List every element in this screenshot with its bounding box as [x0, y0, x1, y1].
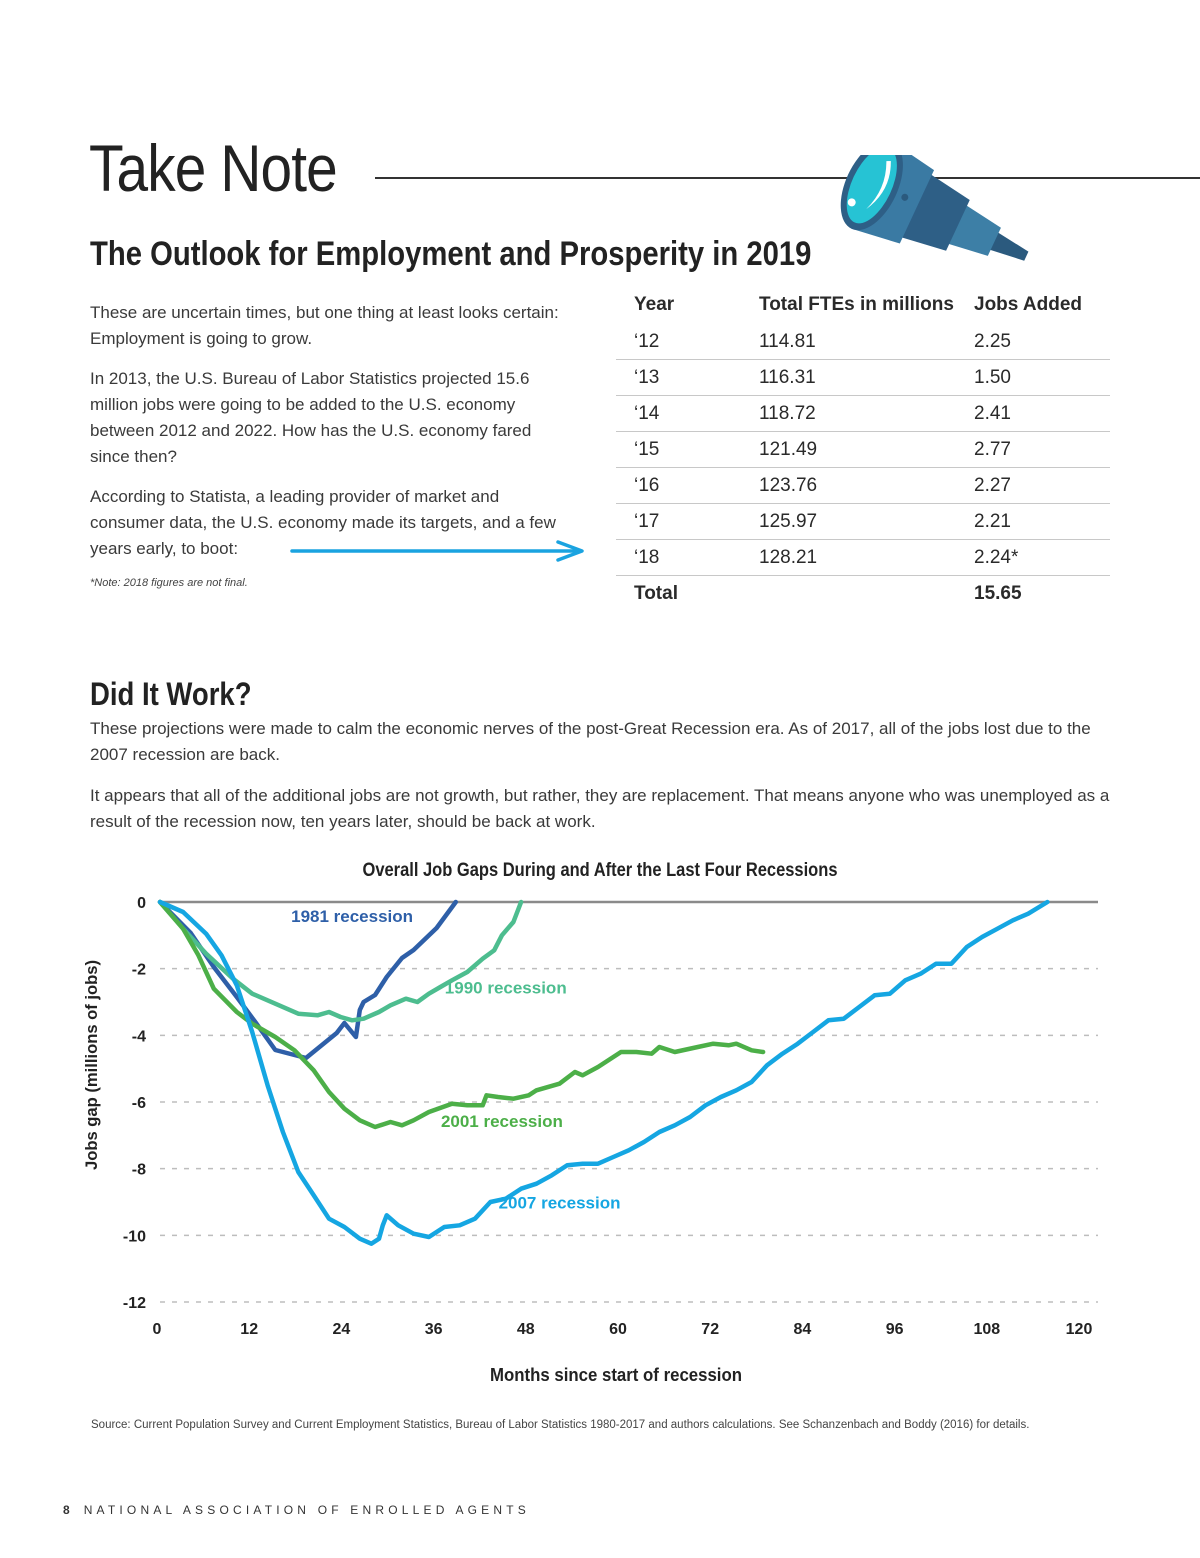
jobs-cell: 2.25	[956, 324, 1110, 360]
table-row: ‘13 116.31 1.50	[616, 359, 1110, 396]
year-cell: ‘13	[616, 359, 741, 396]
series-labels: 1981 recession 1990 recession 2001 recessi…	[291, 907, 620, 1213]
y-tick-label: -12	[123, 1295, 146, 1312]
telescope-icon	[840, 155, 1029, 261]
jobs-cell: 2.24*	[956, 539, 1110, 576]
year-cell: ‘18	[616, 539, 741, 576]
x-tick-label: 108	[973, 1321, 1000, 1338]
x-tick-label: 72	[701, 1321, 719, 1338]
series-line-2007	[157, 899, 1050, 1246]
table-row: ‘17 125.97 2.21	[616, 503, 1110, 540]
page-subtitle: The Outlook for Employment and Prosperit…	[90, 235, 812, 273]
series-label: 2001 recession	[441, 1112, 563, 1131]
x-tick-label: 96	[886, 1321, 904, 1338]
y-tick-label: 0	[137, 895, 146, 912]
y-axis-label: Jobs gap (millions of jobs)	[82, 960, 101, 1170]
y-axis-ticks: 0 -2 -4 -6 -8 -10 -12	[123, 895, 146, 1312]
series-lines	[157, 899, 1050, 1246]
year-cell: ‘17	[616, 503, 741, 540]
intro-paragraph: These are uncertain times, but one thing…	[90, 303, 559, 348]
series-label: 1981 recession	[291, 907, 413, 926]
jobs-cell: 1.50	[956, 359, 1110, 396]
fte-cell: 121.49	[741, 431, 956, 468]
fte-cell: 116.31	[741, 359, 956, 396]
y-tick-label: -2	[132, 962, 146, 979]
year-cell: ‘12	[616, 324, 741, 360]
y-tick-label: -4	[132, 1028, 146, 1045]
jobs-cell: 2.41	[956, 395, 1110, 432]
intro-paragraph: In 2013, the U.S. Bureau of Labor Statis…	[90, 369, 532, 466]
body-paragraph: It appears that all of the additional jo…	[90, 786, 1110, 831]
organization-name: NATIONAL ASSOCIATION OF ENROLLED AGENTS	[83, 1503, 530, 1517]
x-tick-label: 12	[240, 1321, 258, 1338]
y-tick-label: -10	[123, 1228, 146, 1245]
page-footer: 8 NATIONAL ASSOCIATION OF ENROLLED AGENTS	[63, 1503, 530, 1517]
fte-cell: 114.81	[741, 324, 956, 360]
x-tick-label: 0	[153, 1321, 162, 1338]
series-line-1981	[157, 899, 459, 1061]
x-axis-ticks: 0 12 24 36 48 60 72 84 96 108 120	[153, 1321, 1093, 1338]
x-tick-label: 120	[1066, 1321, 1093, 1338]
arrow-right-icon	[290, 540, 584, 562]
table-header-row: Year Total FTEs in millions Jobs Added	[616, 288, 1110, 324]
fte-table: Year Total FTEs in millions Jobs Added ‘…	[616, 288, 1110, 611]
y-tick-label: -6	[132, 1095, 146, 1112]
x-axis-label: Months since start of recession	[490, 1365, 742, 1385]
jobs-cell: 2.21	[956, 503, 1110, 540]
series-line-1990	[157, 899, 524, 1023]
jobs-cell: 2.77	[956, 431, 1110, 468]
page-title: Take Note	[89, 131, 338, 205]
series-label: 2007 recession	[499, 1194, 621, 1213]
series-label: 1990 recession	[445, 979, 567, 998]
column-header-ftes: Total FTEs in millions	[759, 294, 954, 315]
total-label: Total	[634, 582, 678, 604]
table-row: ‘14 118.72 2.41	[616, 395, 1110, 432]
table-total-row: Total 15.65	[616, 576, 1110, 612]
intro-paragraph: According to Statista, a leading provide…	[90, 487, 556, 558]
body-paragraph: These projections were made to calm the …	[90, 719, 1091, 764]
page-number: 8	[63, 1503, 70, 1517]
chart-title: Overall Job Gaps During and After the La…	[363, 860, 838, 881]
title-divider	[375, 177, 1200, 179]
intro-text: These are uncertain times, but one thing…	[90, 300, 560, 576]
year-cell: ‘16	[616, 467, 741, 504]
total-jobs-cell: 15.65	[974, 582, 1022, 604]
x-tick-label: 36	[425, 1321, 443, 1338]
column-header-year: Year	[634, 294, 675, 315]
x-tick-label: 48	[517, 1321, 535, 1338]
section-body: These projections were made to calm the …	[90, 716, 1110, 850]
y-tick-label: -8	[132, 1162, 146, 1179]
chart-source: Source: Current Population Survey and Cu…	[91, 1419, 1030, 1431]
x-tick-label: 84	[794, 1321, 812, 1338]
x-tick-label: 24	[333, 1321, 351, 1338]
table-row: ‘12 114.81 2.25	[616, 324, 1110, 360]
table-row: ‘18 128.21 2.24*	[616, 539, 1110, 576]
table-row: ‘15 121.49 2.77	[616, 431, 1110, 468]
fte-cell: 128.21	[741, 539, 956, 576]
year-cell: ‘14	[616, 395, 741, 432]
fte-cell: 123.76	[741, 467, 956, 504]
job-gap-chart: Overall Job Gaps During and After the La…	[82, 860, 1098, 1385]
year-cell: ‘15	[616, 431, 741, 468]
grid-lines	[160, 900, 1098, 1303]
fte-cell: 125.97	[741, 503, 956, 540]
table-row: ‘16 123.76 2.27	[616, 467, 1110, 504]
total-fte-cell	[741, 576, 956, 612]
column-header-jobs-added: Jobs Added	[974, 294, 1083, 315]
jobs-cell: 2.27	[956, 467, 1110, 504]
fte-cell: 118.72	[741, 395, 956, 432]
x-tick-label: 60	[609, 1321, 627, 1338]
footnote: *Note: 2018 figures are not final.	[90, 577, 248, 589]
series-line-2001	[157, 899, 766, 1130]
section-heading: Did It Work?	[90, 676, 252, 712]
